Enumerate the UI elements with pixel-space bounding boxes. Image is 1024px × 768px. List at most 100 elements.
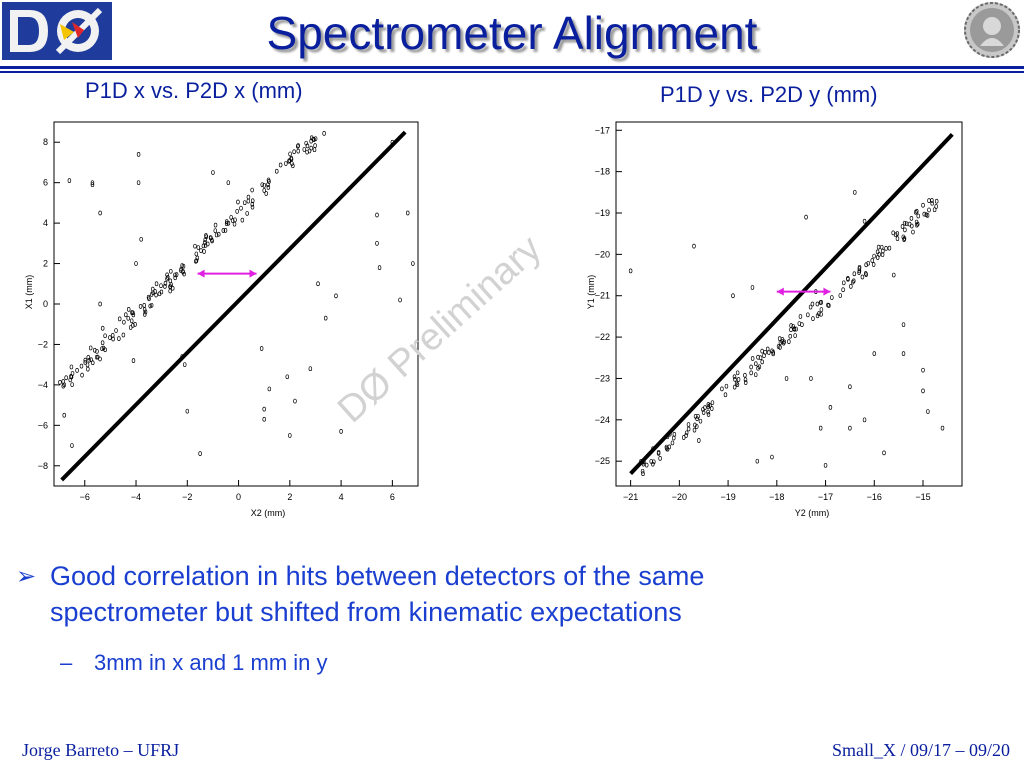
- band-point: [895, 236, 900, 241]
- band-point: [246, 198, 251, 204]
- band-point: [838, 293, 843, 298]
- band-point: [910, 223, 914, 229]
- band-point: [788, 333, 792, 339]
- band-point: [866, 260, 870, 266]
- band-point: [706, 412, 711, 417]
- band-point: [170, 285, 175, 291]
- band-point: [194, 251, 199, 257]
- band-point: [157, 291, 162, 297]
- band-point: [753, 372, 758, 378]
- band-point: [148, 303, 152, 309]
- scatter-point: [848, 425, 852, 431]
- scatter-point: [285, 374, 290, 380]
- scatter-point: [760, 359, 764, 365]
- band-point: [284, 161, 288, 166]
- band-point: [778, 340, 783, 345]
- band-point: [852, 271, 857, 277]
- band-point: [151, 286, 155, 292]
- scatter-point: [628, 268, 633, 274]
- diagonal-correlation-line: [60, 130, 407, 482]
- band-point: [309, 138, 313, 144]
- scatter-point: [755, 458, 760, 464]
- band-point: [915, 222, 919, 228]
- band-point: [313, 136, 318, 142]
- band-point: [644, 462, 649, 468]
- scatter-point: [940, 425, 945, 431]
- y-tick-label: −21: [595, 291, 610, 301]
- y-tick-label: −23: [595, 373, 610, 383]
- scatter-point: [98, 210, 102, 216]
- band-point: [909, 216, 914, 221]
- y-tick-label: −22: [595, 332, 610, 342]
- band-point: [122, 319, 126, 325]
- band-point: [732, 374, 737, 380]
- x-tick-label: −6: [80, 492, 90, 502]
- ufrj-seal-logo: [962, 0, 1022, 60]
- band-point: [846, 276, 850, 282]
- band-point: [927, 207, 931, 213]
- band-point: [911, 229, 915, 235]
- x-tick-label: 6: [390, 492, 395, 502]
- band-point: [111, 336, 115, 342]
- y-tick-label: −19: [595, 208, 610, 218]
- scatter-point: [136, 180, 141, 186]
- band-point: [291, 163, 295, 169]
- y-tick-label: −24: [595, 415, 610, 425]
- band-point: [223, 228, 228, 233]
- band-point: [309, 135, 314, 141]
- band-point: [91, 360, 95, 366]
- x-tick-label: −21: [623, 492, 638, 502]
- band-point: [235, 208, 239, 214]
- sub-bullet-marker: –: [60, 650, 73, 675]
- band-point: [305, 143, 310, 149]
- band-point: [87, 357, 91, 363]
- band-point: [734, 380, 739, 386]
- band-point: [173, 272, 177, 278]
- scatter-point: [182, 362, 187, 368]
- band-point: [763, 349, 767, 355]
- band-point: [710, 400, 715, 406]
- scatter-point: [405, 210, 410, 216]
- band-point: [881, 248, 885, 254]
- band-point: [851, 279, 855, 285]
- band-point: [852, 278, 856, 284]
- band-point: [857, 270, 861, 275]
- band-point: [696, 413, 700, 419]
- band-point: [710, 406, 714, 411]
- band-point: [791, 324, 795, 329]
- band-point: [85, 362, 90, 368]
- band-point: [884, 246, 888, 251]
- scatter-point: [62, 382, 67, 388]
- band-point: [698, 418, 703, 424]
- band-point: [900, 224, 905, 229]
- scatter-point: [853, 189, 857, 195]
- x-tick-label: −18: [769, 492, 784, 502]
- slide-title: Spectrometer Alignment: [266, 7, 758, 59]
- band-point: [758, 355, 763, 361]
- band-point: [194, 258, 199, 264]
- band-point: [89, 357, 93, 363]
- band-point: [930, 200, 934, 206]
- band-point: [159, 283, 163, 289]
- band-point: [313, 143, 317, 148]
- bullet-text-line-1: Good correlation in hits between detecto…: [50, 561, 705, 591]
- y-axis-label: Y1 (mm): [586, 275, 596, 310]
- band-point: [278, 162, 283, 168]
- scatter-point: [823, 462, 828, 468]
- d0-logo: [2, 2, 112, 60]
- band-point: [733, 377, 737, 382]
- band-point: [651, 461, 655, 467]
- band-point: [686, 422, 691, 427]
- y-tick-label: 4: [43, 218, 48, 228]
- band-point: [210, 237, 214, 243]
- band-point: [934, 198, 939, 204]
- x-tick-label: −17: [818, 492, 833, 502]
- band-point: [264, 191, 268, 196]
- scatter-point: [872, 351, 877, 356]
- scatter-point: [323, 315, 328, 321]
- y-axis-label: X1 (mm): [24, 275, 34, 310]
- band-point: [686, 426, 691, 432]
- bullet-text-line-2: spectrometer but shifted from kinematic …: [50, 597, 682, 627]
- band-point: [193, 243, 197, 249]
- x-tick-label: −19: [720, 492, 735, 502]
